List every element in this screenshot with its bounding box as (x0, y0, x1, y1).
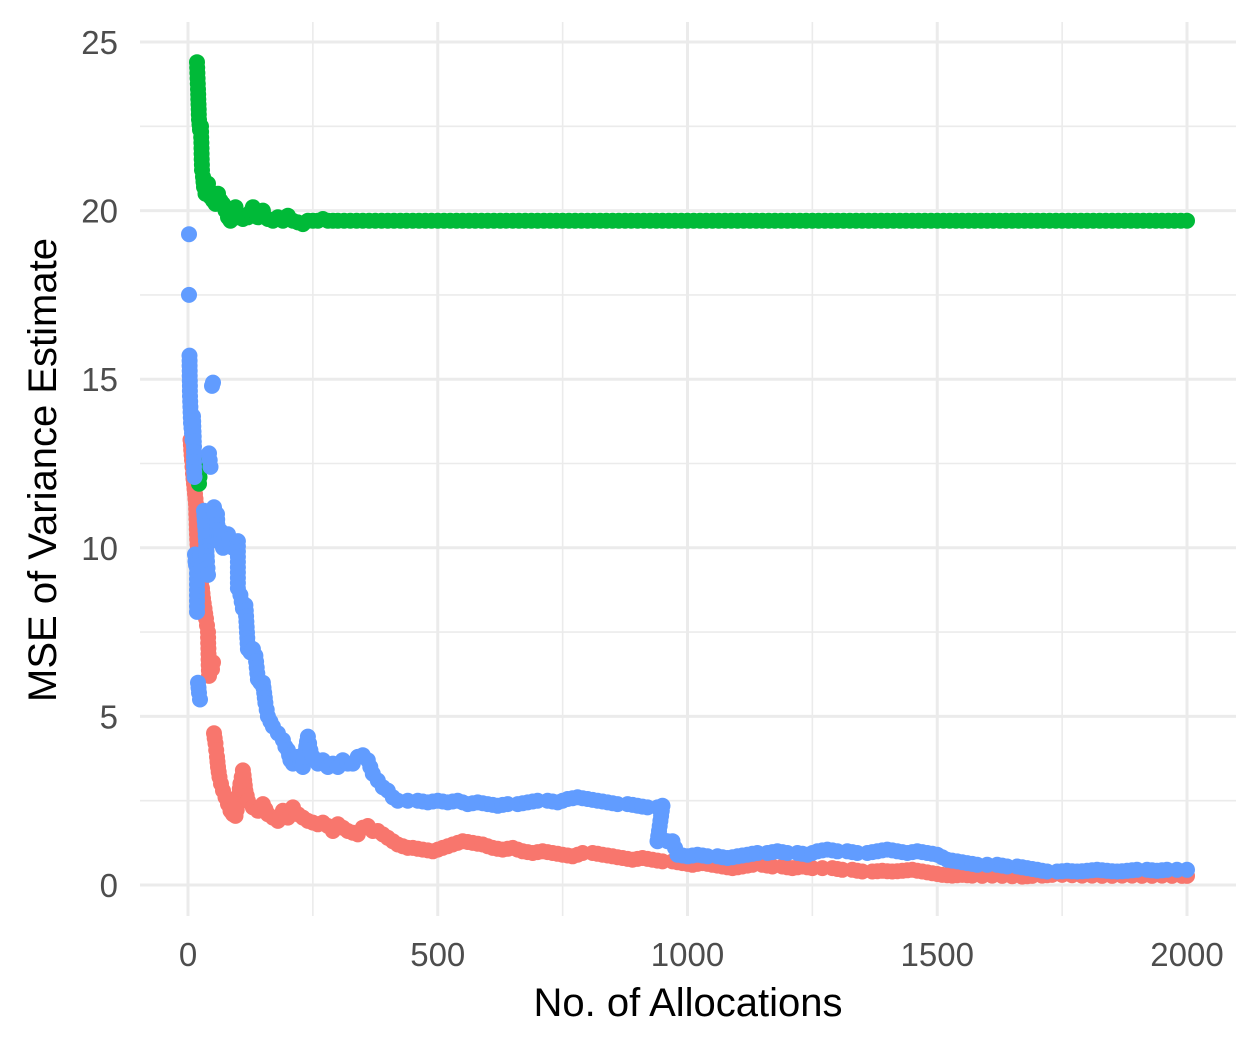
data-point-series-3 (192, 691, 208, 708)
data-point-series-2 (1179, 212, 1195, 229)
data-point-series-3 (186, 469, 203, 485)
y-tick-label: 15 (81, 361, 118, 398)
y-tick-label: 20 (81, 193, 118, 230)
data-point-series-3 (1179, 861, 1195, 878)
data-point-series-3 (181, 286, 197, 303)
data-point-series-3 (200, 566, 216, 583)
y-tick-label: 25 (81, 24, 118, 61)
data-point-series-3 (205, 374, 221, 391)
y-tick-label: 5 (100, 698, 118, 735)
y-axis-title: MSE of Variance Estimate (21, 238, 65, 702)
y-tick-label: 10 (81, 530, 118, 567)
x-tick-label: 2000 (1150, 936, 1223, 973)
y-tick-label: 0 (100, 867, 118, 904)
x-tick-label: 500 (410, 936, 465, 973)
x-tick-label: 0 (179, 936, 197, 973)
data-point-series-3 (202, 458, 219, 475)
grid-lines (140, 22, 1236, 916)
x-axis-ticks: 0 500 1000 1500 2000 (179, 936, 1224, 973)
x-axis-title: No. of Allocations (533, 981, 842, 1025)
y-axis-ticks: 0 5 10 15 20 25 (81, 24, 118, 904)
x-tick-label: 1000 (651, 936, 724, 973)
data-point-series-1 (205, 654, 221, 671)
data-point-series-3 (189, 603, 205, 620)
data-point-series-3 (181, 226, 197, 243)
x-tick-label: 1500 (901, 936, 974, 973)
data-points (181, 54, 1195, 885)
